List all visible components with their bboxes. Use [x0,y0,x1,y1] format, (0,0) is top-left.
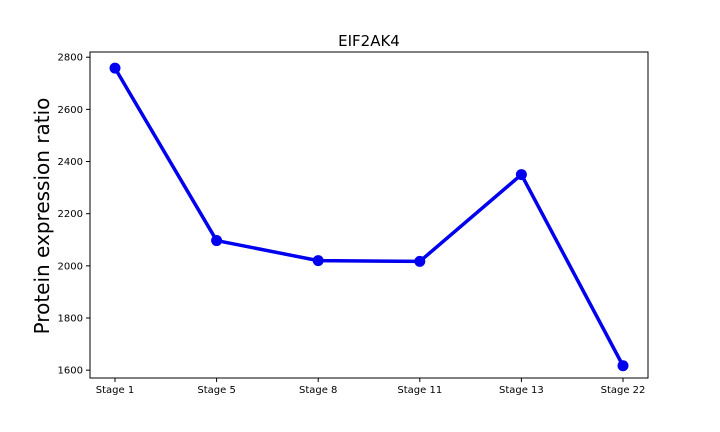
y-tick-label: 2800 [58,53,83,64]
y-tick-label: 1600 [58,366,83,377]
x-tick-label: Stage 5 [197,385,235,396]
data-point [109,62,121,74]
x-tick-label: Stage 8 [299,385,337,396]
y-tick-label: 2200 [58,209,83,220]
data-point [211,235,223,247]
data-point [312,255,324,267]
y-tick-label: 1800 [58,314,83,325]
series-layer [109,62,629,372]
y-axis-label: Protein expression ratio [30,98,54,335]
data-point [617,360,629,372]
chart-title: EIF2AK4 [338,32,400,50]
plot-frame [89,51,649,379]
data-point [515,169,527,181]
y-tick-label: 2400 [58,157,83,168]
axes: Stage 1 Stage 5 Stage 8 Stage 11 Stage 13 Sta… [58,53,646,396]
y-tick-label: 2600 [58,105,83,116]
x-tick-label: Stage 22 [601,385,646,396]
x-tick-label: Stage 11 [397,385,442,396]
y-tick-label: 2000 [58,261,83,272]
data-point [414,255,426,267]
x-tick-label: Stage 13 [499,385,544,396]
series-line [113,66,625,368]
x-tick-label: Stage 1 [96,385,134,396]
